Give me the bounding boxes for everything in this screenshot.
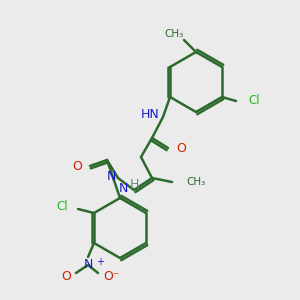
Text: +: + xyxy=(96,257,104,267)
Text: CH₃: CH₃ xyxy=(164,29,184,39)
Text: HN: HN xyxy=(140,109,159,122)
Text: O: O xyxy=(61,269,71,283)
Text: Cl: Cl xyxy=(56,200,68,214)
Text: N: N xyxy=(83,259,93,272)
Text: H: H xyxy=(130,178,140,190)
Text: N: N xyxy=(118,182,128,194)
Text: Cl: Cl xyxy=(248,94,260,107)
Text: O: O xyxy=(176,142,186,155)
Text: N: N xyxy=(106,169,116,182)
Text: O⁻: O⁻ xyxy=(103,269,119,283)
Text: CH₃: CH₃ xyxy=(186,177,205,187)
Text: O: O xyxy=(72,160,82,173)
